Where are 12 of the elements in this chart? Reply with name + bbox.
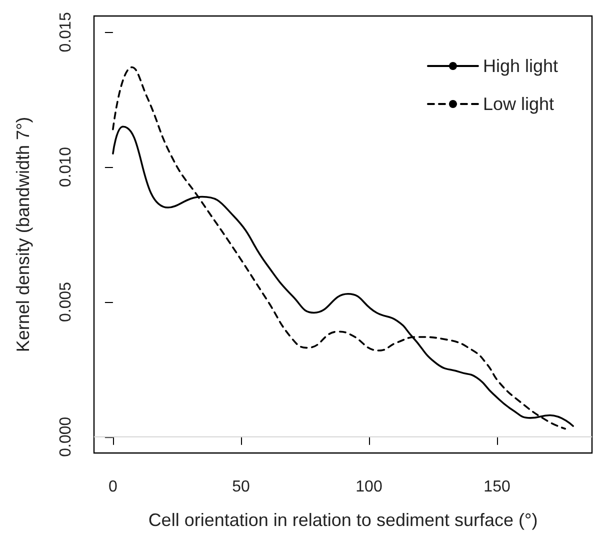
- y-tick-label: 0.015: [58, 12, 74, 52]
- x-axis-title: Cell orientation in relation to sediment surface (°): [148, 510, 538, 530]
- y-tick-label: 0.005: [58, 282, 74, 322]
- y-tick-label: 0.000: [58, 416, 74, 457]
- x-tick-label: 150: [484, 478, 510, 496]
- x-tick-label: 50: [232, 478, 250, 496]
- legend-label: Low light: [482, 94, 554, 114]
- x-tick-label: 0: [108, 478, 118, 496]
- x-tick-label: 100: [356, 478, 382, 496]
- y-axis-title: Kernel density (bandwidth 7°): [13, 116, 33, 352]
- y-tick-label: 0.010: [58, 146, 74, 188]
- legend-label: High light: [482, 56, 558, 76]
